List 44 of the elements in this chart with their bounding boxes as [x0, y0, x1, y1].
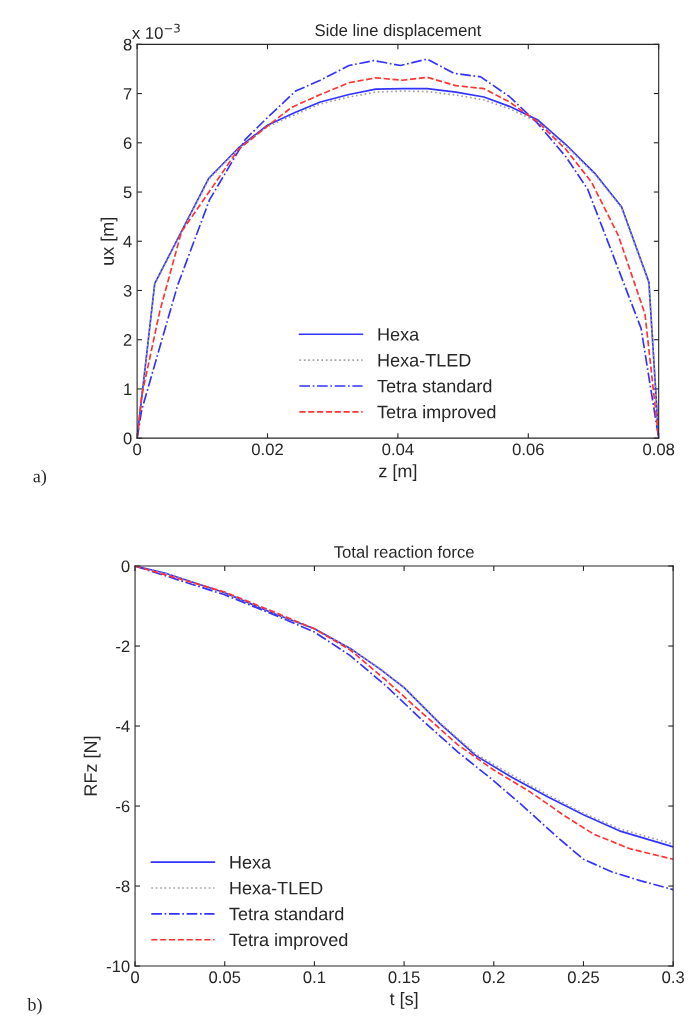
text: b)	[27, 998, 42, 1015]
y-axis-title: ux [m]	[100, 217, 118, 265]
legend-label: Tetra improved	[377, 405, 496, 422]
x-tick-label: 0.05	[209, 971, 241, 984]
y-tick-label: 4	[123, 235, 132, 248]
x-tick-label: 0.04	[382, 443, 414, 456]
legend-label: Tetra standard	[229, 907, 344, 921]
x-tick-label: 0.1	[303, 971, 326, 984]
y-tick-label: -4	[116, 720, 130, 733]
x-tick-label: 0.06	[512, 443, 544, 456]
y-tick-label: 3	[123, 284, 132, 297]
y-tick-label: 2	[123, 334, 132, 346]
text: x 10$^{−3}$	[132, 23, 180, 39]
legend-label: Hexa	[230, 856, 272, 869]
x-tick-label: 0.3	[662, 971, 685, 984]
y-tick-label: -2	[116, 640, 130, 653]
y-tick-label: 5	[123, 186, 132, 199]
y-tick-label: -8	[116, 880, 130, 893]
x-tick-label: 0.25	[567, 971, 599, 984]
y-tick-label: 0	[123, 432, 132, 445]
y-tick-label: -6	[116, 800, 130, 813]
y-tick-label: 6	[123, 137, 132, 149]
chart-title: Total reaction force	[334, 545, 474, 558]
legend-label: Hexa-TLED	[230, 881, 323, 895]
y-tick-label: 0	[121, 560, 130, 573]
x-axis-title: t [s]	[389, 992, 418, 1009]
y-tick-label: 7	[123, 88, 132, 100]
x-tick-label: 0.08	[643, 443, 675, 456]
y-tick-label: 1	[124, 383, 132, 395]
text: a)	[33, 469, 47, 487]
y-axis-title: RFz [N]	[83, 736, 101, 796]
y-tick-label: 8	[123, 38, 132, 51]
x-tick-label: 0	[131, 971, 140, 984]
legend-label: Hexa	[378, 328, 420, 341]
x-axis-title: z [m]	[379, 464, 417, 481]
x-tick-label: 0.2	[482, 971, 505, 984]
legend-label: Tetra improved	[229, 932, 348, 950]
x-tick-label: 0.02	[251, 443, 283, 456]
legend-label: Hexa-TLED	[378, 354, 471, 367]
chart-title: Side line displacement	[315, 23, 482, 40]
x-tick-label: 0.15	[388, 971, 420, 984]
legend-label: Tetra standard	[377, 379, 492, 393]
y-tick-label: -10	[106, 960, 130, 973]
x-tick-label: 0	[133, 443, 142, 456]
